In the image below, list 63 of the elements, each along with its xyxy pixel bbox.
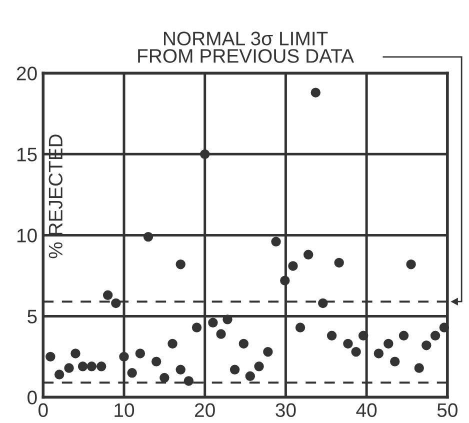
point	[310, 88, 320, 98]
chart-title: NORMAL 3σ LIMIT FROM PREVIOUS DATA	[138, 32, 354, 63]
point	[151, 356, 162, 366]
point	[384, 338, 394, 349]
point	[96, 362, 106, 372]
y-tick-label: 20	[16, 66, 37, 80]
point	[326, 330, 337, 340]
point	[64, 363, 74, 373]
point	[318, 298, 328, 308]
point	[334, 258, 344, 268]
point	[439, 322, 450, 332]
point	[176, 259, 186, 270]
y-tick-label: 15	[17, 148, 37, 162]
point	[168, 338, 178, 349]
point	[86, 362, 97, 372]
point	[245, 371, 255, 381]
point	[295, 322, 306, 332]
point	[358, 330, 368, 340]
x-tick-label: 0	[38, 403, 48, 418]
point	[351, 346, 361, 357]
point	[414, 363, 424, 373]
point	[143, 232, 154, 242]
point	[216, 329, 226, 339]
x-tick-label: 30	[276, 403, 296, 418]
point	[46, 352, 56, 362]
point	[184, 376, 194, 386]
point	[78, 362, 88, 372]
point	[398, 330, 409, 340]
point	[263, 346, 273, 357]
point	[406, 259, 416, 270]
point	[303, 250, 314, 260]
point	[111, 298, 121, 308]
x-tick-label: 20	[195, 403, 215, 418]
point	[288, 261, 298, 271]
x-tick-label: 50	[437, 403, 458, 418]
point	[102, 290, 113, 300]
x-tick-label: 40	[356, 403, 377, 418]
point	[54, 370, 64, 380]
point	[280, 276, 290, 286]
point	[127, 368, 137, 378]
point	[176, 364, 186, 375]
point	[160, 372, 170, 383]
point	[343, 338, 353, 349]
point	[200, 149, 210, 160]
point	[70, 348, 80, 358]
point	[222, 314, 232, 324]
point	[192, 322, 202, 332]
point	[238, 338, 249, 349]
y-tick-label: 0	[28, 390, 37, 404]
point	[230, 364, 240, 375]
point	[208, 318, 218, 328]
point	[390, 356, 400, 366]
point	[374, 348, 384, 358]
y-axis-title: % REJECTED	[48, 134, 63, 258]
y-tick-label: 5	[28, 310, 37, 324]
point	[119, 352, 129, 362]
point	[422, 340, 432, 350]
point	[135, 348, 146, 358]
point	[430, 330, 440, 340]
point	[271, 236, 281, 247]
point	[254, 362, 264, 372]
y-tick-label: 10	[17, 228, 37, 242]
x-tick-label: 10	[114, 403, 134, 418]
